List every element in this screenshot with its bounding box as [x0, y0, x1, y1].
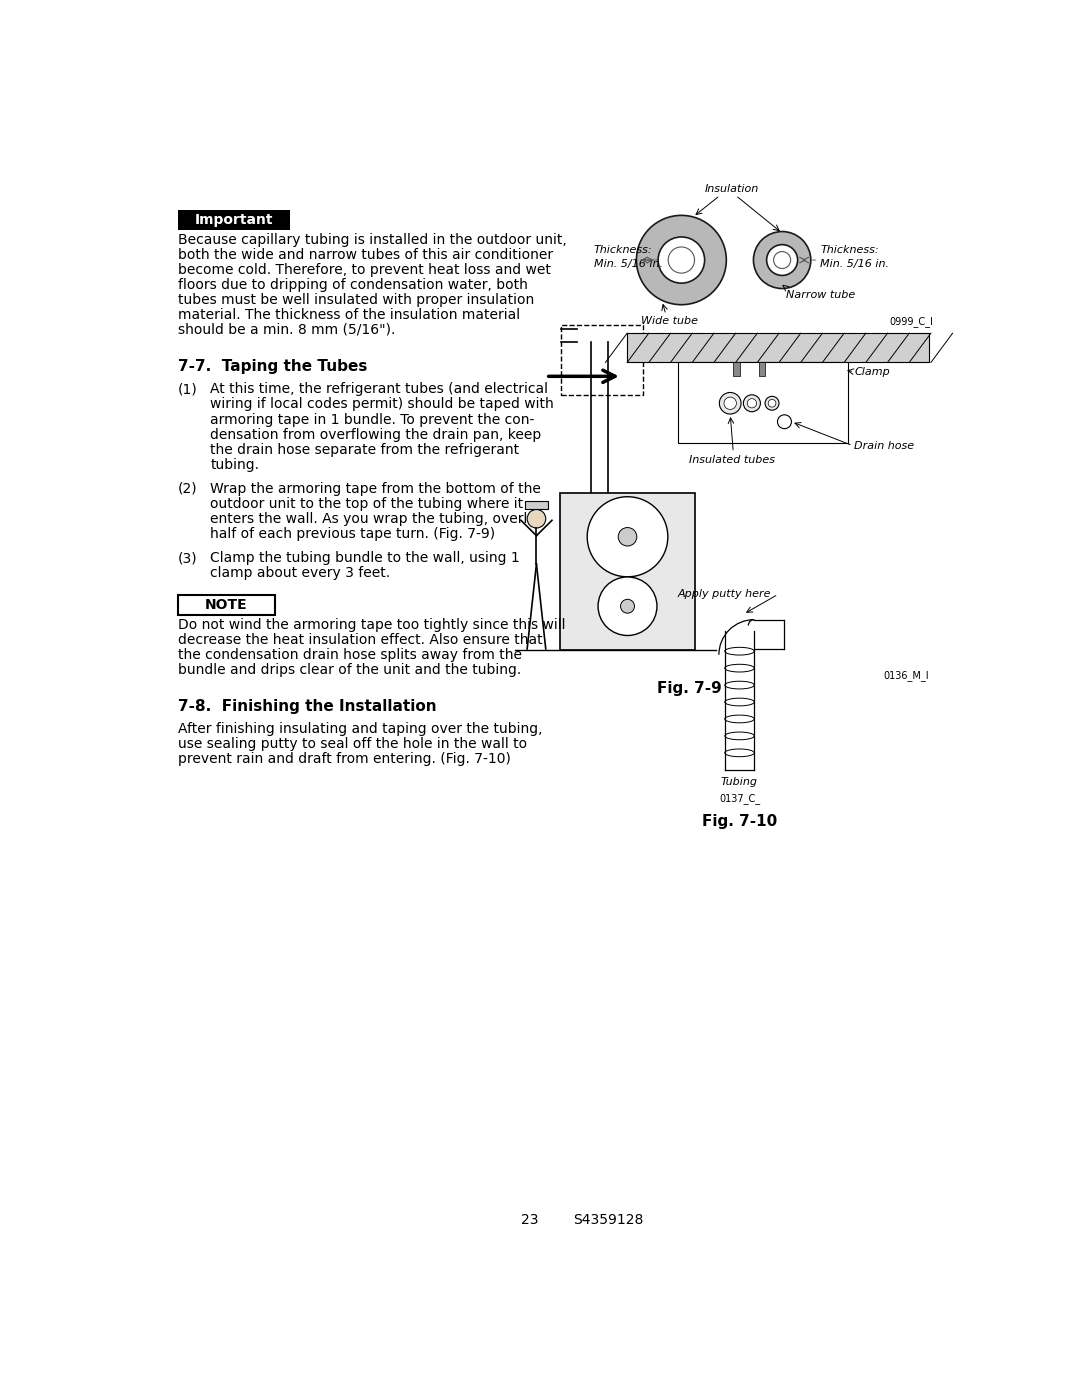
Bar — [177, 210, 291, 229]
Text: the drain hose separate from the refrigerant: the drain hose separate from the refrige… — [211, 443, 519, 457]
Text: Min. 5/16 in.: Min. 5/16 in. — [820, 260, 889, 270]
Text: 0136_M_I: 0136_M_I — [883, 669, 930, 680]
Bar — [177, 595, 274, 615]
Circle shape — [588, 497, 667, 577]
Circle shape — [743, 395, 760, 412]
Circle shape — [669, 247, 694, 274]
Circle shape — [778, 415, 792, 429]
Bar — [559, 493, 696, 651]
Text: S4359128: S4359128 — [572, 1213, 644, 1227]
Bar — [677, 362, 848, 443]
Circle shape — [773, 251, 791, 268]
Text: Because capillary tubing is installed in the outdoor unit,: Because capillary tubing is installed in… — [177, 233, 566, 247]
Bar — [525, 502, 548, 509]
Text: Fig. 7-10: Fig. 7-10 — [702, 814, 778, 830]
Circle shape — [636, 215, 727, 305]
Text: NOTE: NOTE — [205, 598, 247, 612]
Text: wiring if local codes permit) should be taped with: wiring if local codes permit) should be … — [211, 398, 554, 412]
Text: tubes must be well insulated with proper insulation: tubes must be well insulated with proper… — [177, 293, 534, 307]
Text: Wide tube: Wide tube — [642, 316, 699, 327]
Circle shape — [527, 510, 545, 528]
Text: (1): (1) — [177, 383, 198, 397]
Circle shape — [598, 577, 657, 636]
Text: 0137_C_: 0137_C_ — [719, 793, 760, 803]
Text: Min. 5/16 in.: Min. 5/16 in. — [594, 260, 663, 270]
Bar — [733, 362, 740, 376]
Text: clamp about every 3 feet.: clamp about every 3 feet. — [211, 566, 390, 580]
Circle shape — [754, 232, 811, 289]
Circle shape — [724, 397, 737, 409]
Text: densation from overflowing the drain pan, keep: densation from overflowing the drain pan… — [211, 427, 541, 441]
Text: Clamp the tubing bundle to the wall, using 1: Clamp the tubing bundle to the wall, usi… — [211, 550, 519, 566]
Circle shape — [767, 244, 798, 275]
Circle shape — [618, 528, 637, 546]
Text: material. The thickness of the insulation material: material. The thickness of the insulatio… — [177, 307, 519, 321]
Circle shape — [765, 397, 779, 411]
Text: Apply putty here: Apply putty here — [677, 590, 771, 599]
Text: (2): (2) — [177, 482, 198, 496]
Text: Narrow tube: Narrow tube — [786, 291, 855, 300]
Text: decrease the heat insulation effect. Also ensure that: decrease the heat insulation effect. Als… — [177, 633, 542, 647]
Text: Insulation: Insulation — [704, 184, 759, 194]
Text: Important: Important — [194, 212, 273, 226]
Bar — [562, 326, 643, 395]
Circle shape — [658, 237, 704, 284]
Text: prevent rain and draft from entering. (Fig. 7-10): prevent rain and draft from entering. (F… — [177, 753, 511, 767]
Text: enters the wall. As you wrap the tubing, overlap: enters the wall. As you wrap the tubing,… — [211, 511, 545, 525]
Text: use sealing putty to seal off the hole in the wall to: use sealing putty to seal off the hole i… — [177, 738, 527, 752]
Text: should be a min. 8 mm (5/16").: should be a min. 8 mm (5/16"). — [177, 323, 395, 337]
Text: Wrap the armoring tape from the bottom of the: Wrap the armoring tape from the bottom o… — [211, 482, 541, 496]
Text: Insulated tubes: Insulated tubes — [689, 455, 774, 465]
Text: 7-7.  Taping the Tubes: 7-7. Taping the Tubes — [177, 359, 367, 374]
Bar — [627, 334, 930, 362]
Circle shape — [719, 393, 741, 414]
Text: become cold. Therefore, to prevent heat loss and wet: become cold. Therefore, to prevent heat … — [177, 263, 551, 277]
Text: Tubing: Tubing — [721, 778, 758, 788]
Text: Do not wind the armoring tape too tightly since this will: Do not wind the armoring tape too tightl… — [177, 617, 565, 631]
Text: both the wide and narrow tubes of this air conditioner: both the wide and narrow tubes of this a… — [177, 247, 553, 261]
Text: 0999_C_I: 0999_C_I — [889, 316, 933, 327]
Text: At this time, the refrigerant tubes (and electrical: At this time, the refrigerant tubes (and… — [211, 383, 549, 397]
Circle shape — [747, 398, 757, 408]
Text: Thickness:: Thickness: — [594, 246, 652, 256]
Circle shape — [768, 400, 775, 407]
Text: outdoor unit to the top of the tubing where it: outdoor unit to the top of the tubing wh… — [211, 497, 524, 511]
Text: bundle and drips clear of the unit and the tubing.: bundle and drips clear of the unit and t… — [177, 662, 521, 676]
Text: Thickness:: Thickness: — [820, 246, 879, 256]
Text: armoring tape in 1 bundle. To prevent the con-: armoring tape in 1 bundle. To prevent th… — [211, 412, 535, 426]
Text: floors due to dripping of condensation water, both: floors due to dripping of condensation w… — [177, 278, 527, 292]
Text: the condensation drain hose splits away from the: the condensation drain hose splits away … — [177, 648, 522, 662]
Text: Clamp: Clamp — [854, 366, 890, 377]
Text: half of each previous tape turn. (Fig. 7-9): half of each previous tape turn. (Fig. 7… — [211, 527, 496, 541]
Text: tubing.: tubing. — [211, 458, 259, 472]
Text: 23: 23 — [522, 1213, 539, 1227]
Text: After finishing insulating and taping over the tubing,: After finishing insulating and taping ov… — [177, 722, 542, 736]
Bar — [759, 362, 765, 376]
Text: (3): (3) — [177, 550, 198, 566]
Text: Fig. 7-9: Fig. 7-9 — [657, 682, 721, 696]
Text: 7-8.  Finishing the Installation: 7-8. Finishing the Installation — [177, 700, 436, 714]
Circle shape — [621, 599, 634, 613]
Text: Drain hose: Drain hose — [854, 440, 915, 451]
